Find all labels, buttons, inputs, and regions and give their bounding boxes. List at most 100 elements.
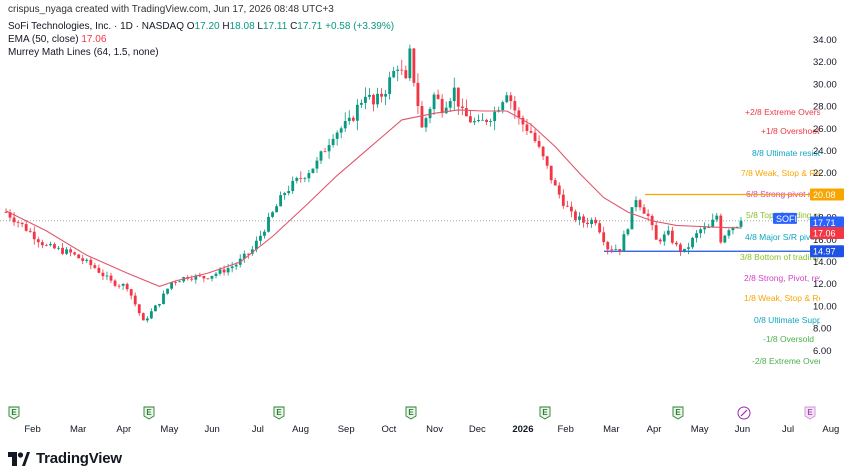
candle-body [149, 311, 153, 319]
candle-body [513, 101, 517, 111]
earnings-icon[interactable] [143, 406, 155, 420]
candle-body [525, 124, 529, 132]
symbol-legend[interactable]: SoFi Technologies, Inc. · 1D · NASDAQ O1… [8, 20, 394, 33]
candle-body [505, 95, 509, 103]
open-value: 17.20 [194, 21, 220, 32]
x-tick-label: Aug [292, 424, 309, 435]
candle-body [137, 304, 141, 314]
murrey-line-label: 7/8 Weak, Stop & Reverse [741, 168, 841, 178]
candle-body [424, 118, 428, 128]
candle-body [517, 110, 521, 118]
candle-body [331, 138, 335, 146]
candle-body [634, 200, 638, 208]
candle-body [230, 266, 234, 269]
candle-body [4, 212, 8, 213]
candle-body [485, 119, 488, 123]
candle-body [380, 93, 383, 97]
level-tag-bg [810, 188, 844, 201]
candle-body [355, 104, 359, 121]
candle-body [396, 69, 400, 71]
candle-body [630, 207, 634, 230]
earnings-icon[interactable] [804, 406, 816, 420]
x-tick-label: Jul [252, 424, 264, 435]
candle-body [626, 229, 630, 235]
candle-body [271, 212, 274, 217]
ema-legend[interactable]: EMA (50, close) 17.06 [8, 33, 106, 46]
ema-50-line[interactable] [5, 109, 742, 287]
x-tick-label: May [691, 424, 709, 435]
earnings-icon[interactable] [8, 406, 20, 420]
murrey-line-label: -1/8 Oversold [763, 334, 814, 344]
x-tick-label: Jul [782, 424, 794, 435]
murrey-line-label: 3/8 Bottom of trading range [740, 252, 843, 262]
candle-body [8, 212, 12, 218]
y-tick-label: 16.00 [813, 235, 837, 246]
candle-body [666, 230, 670, 235]
candle-body [206, 278, 210, 280]
candle-body [642, 207, 646, 214]
candle-body [610, 249, 614, 251]
candle-body [477, 119, 480, 122]
x-tick-label: Apr [116, 424, 131, 435]
price-axis[interactable]: 34.0032.0030.0028.0026.0024.0022.0020.00… [813, 35, 837, 357]
ema-price-tag-text: 17.06 [813, 229, 836, 239]
last-price-tag-bg [810, 216, 844, 229]
candle-body [24, 224, 28, 231]
earnings-icon[interactable] [273, 406, 285, 420]
candle-body [541, 146, 545, 157]
candle-body [57, 247, 60, 249]
candle-body [364, 96, 367, 103]
earnings-icon-letter: E [11, 408, 17, 417]
candle-body [376, 93, 379, 105]
candle-body [448, 101, 452, 108]
candle-body [226, 268, 230, 273]
candle-body [533, 132, 537, 142]
candle-body [12, 217, 16, 223]
candle-body [359, 102, 363, 105]
symbol-title: SoFi Technologies, Inc. · 1D · NASDAQ [8, 21, 184, 32]
murrey-line-label: -2/8 Extreme Oversold [752, 356, 837, 366]
candle-body [408, 48, 412, 79]
candle-body [590, 219, 593, 225]
candle-body [561, 194, 565, 206]
candle-body [267, 216, 270, 232]
time-axis[interactable]: Feb Mar Apr May Jun Jul Aug Sep Oct Nov Dec 2026 Feb… [24, 424, 839, 435]
candle-body [327, 145, 331, 152]
earnings-icon[interactable] [405, 406, 417, 420]
earnings-icon-letter: E [807, 408, 813, 417]
candle-body [89, 259, 93, 266]
high-label: H [222, 21, 230, 32]
candle-body [400, 69, 404, 71]
murrey-legend[interactable]: Murrey Math Lines (64, 1.5, none) [8, 46, 159, 59]
candle-body [154, 305, 157, 312]
candle-body [416, 82, 420, 107]
x-tick-label: Aug [822, 424, 839, 435]
last-price-tag-text: 17.71 [813, 218, 836, 228]
y-tick-label: 28.00 [813, 102, 837, 113]
tradingview-logo[interactable]: TradingView [8, 450, 122, 467]
candle-body [412, 48, 416, 83]
candle-body [602, 232, 606, 243]
y-tick-label: 10.00 [813, 301, 837, 312]
candle-body [28, 230, 32, 232]
candle-body [440, 98, 444, 114]
ema-price-tag-bg [810, 227, 844, 240]
candle-body [299, 177, 303, 179]
earnings-icon[interactable] [672, 406, 684, 420]
candle-body [335, 132, 339, 139]
candle-body [81, 258, 85, 261]
murrey-line-label: 8/8 Ultimate resistance [752, 148, 839, 158]
candle-body [214, 273, 218, 276]
candle-body [432, 94, 436, 110]
candle-body [351, 117, 355, 121]
murrey-line-label: 1/8 Weak, Stop & Reverse [744, 293, 844, 303]
x-tick-label: Sep [338, 424, 355, 435]
candle-body [323, 151, 327, 153]
candle-body [565, 205, 569, 207]
earnings-icon[interactable] [539, 406, 551, 420]
candle-body [557, 185, 561, 195]
candle-body [287, 191, 291, 194]
upcoming-event-icon-glyph [740, 409, 748, 417]
